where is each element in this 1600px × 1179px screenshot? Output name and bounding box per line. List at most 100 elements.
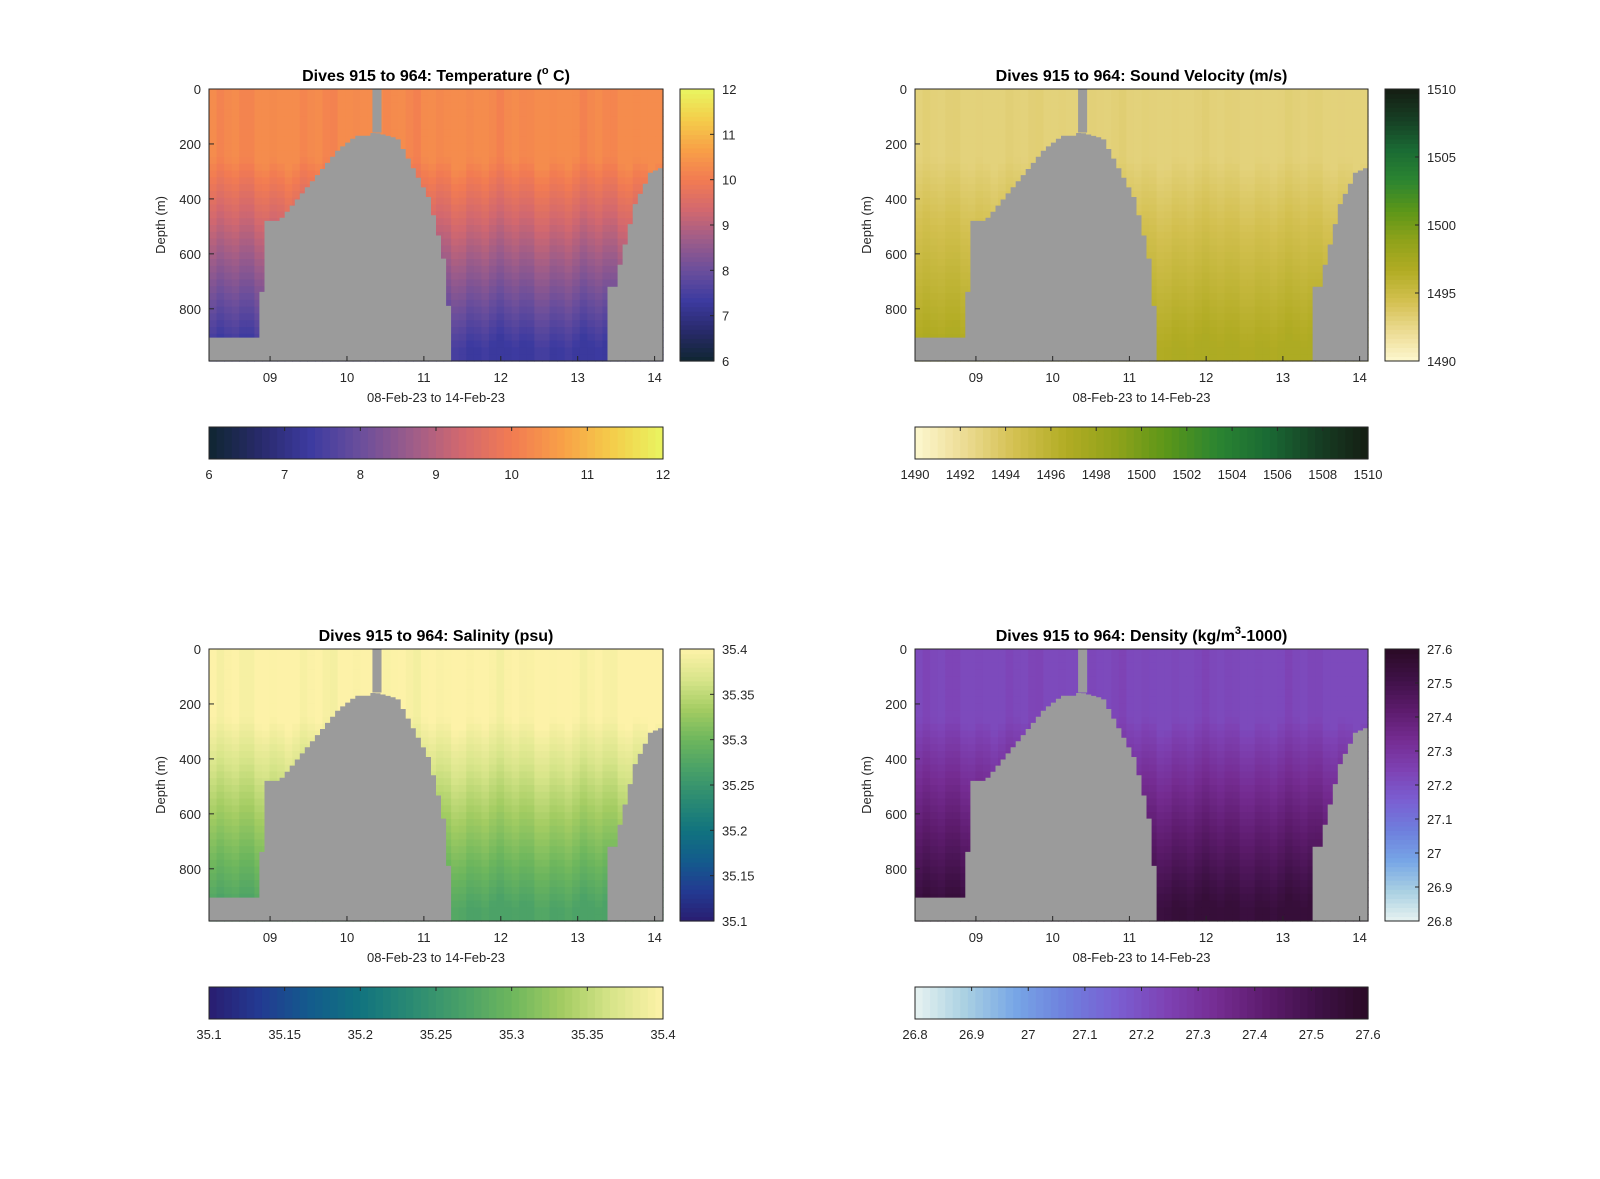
- colorbar-swatch: [680, 143, 714, 149]
- heatmap-cell: [458, 95, 467, 104]
- heatmap-cell: [1307, 320, 1316, 328]
- heatmap-cell: [922, 157, 931, 165]
- heatmap-cell: [443, 197, 452, 206]
- heatmap-cell: [496, 157, 505, 165]
- heatmap-cell: [960, 238, 969, 246]
- heatmap-cell: [496, 238, 505, 246]
- heatmap-cell: [519, 177, 528, 185]
- heatmap-cell: [458, 272, 467, 280]
- heatmap-cell: [587, 306, 596, 314]
- heatmap-cell: [1186, 129, 1195, 138]
- heatmap-cell: [1345, 157, 1354, 165]
- heatmap-cell: [1020, 143, 1029, 151]
- heatmap-cell: [1194, 89, 1203, 97]
- heatmap-cell: [990, 170, 999, 178]
- heatmap-cell: [534, 265, 543, 274]
- colorbar-swatch: [292, 427, 301, 459]
- heatmap-cell: [284, 150, 293, 158]
- heatmap-cell: [1209, 211, 1218, 219]
- heatmap-cell: [572, 299, 581, 308]
- heatmap-cell: [1277, 265, 1286, 274]
- heatmap-cell: [945, 299, 954, 308]
- heatmap-cell: [481, 204, 490, 212]
- heatmap-cell: [982, 177, 992, 185]
- heatmap-cell: [602, 218, 611, 226]
- heatmap-cell: [640, 157, 649, 165]
- heatmap-cell: [466, 191, 475, 199]
- heatmap-cell: [428, 177, 437, 185]
- heatmap-cell: [519, 157, 528, 165]
- heatmap-cell: [610, 184, 619, 192]
- heatmap-cell: [1126, 150, 1135, 158]
- heatmap-cell: [975, 163, 984, 172]
- heatmap-cell: [473, 252, 482, 260]
- heatmap-cell: [534, 191, 543, 199]
- heatmap-cell: [1247, 279, 1256, 287]
- heatmap-cell: [534, 116, 543, 124]
- heatmap-cell: [557, 225, 566, 233]
- heatmap-cell: [1269, 354, 1278, 362]
- heatmap-cell: [292, 129, 301, 138]
- heatmap-cell: [466, 320, 475, 328]
- heatmap-cell: [1292, 347, 1301, 355]
- heatmap-cell: [511, 327, 520, 335]
- colorbar-swatch: [680, 333, 714, 339]
- heatmap-cell: [1149, 163, 1158, 172]
- heatmap-cell: [1186, 293, 1195, 301]
- heatmap-cell: [930, 150, 939, 158]
- heatmap-cell: [1292, 204, 1301, 212]
- heatmap-cell: [390, 123, 399, 131]
- heatmap-cell: [549, 299, 558, 308]
- heatmap-cell: [960, 252, 969, 260]
- y-tick-label: 400: [179, 192, 201, 207]
- heatmap-cell: [930, 211, 939, 219]
- heatmap-cell: [1020, 123, 1029, 131]
- heatmap-cell: [1171, 259, 1180, 267]
- heatmap-cell: [488, 293, 498, 301]
- heatmap-cell: [1239, 320, 1248, 328]
- heatmap-cell: [937, 211, 946, 219]
- heatmap-cell: [1232, 259, 1241, 267]
- heatmap-cell: [209, 279, 218, 287]
- heatmap-cell: [1239, 286, 1248, 294]
- colorbar-swatch: [680, 252, 714, 258]
- heatmap-cell: [231, 102, 240, 110]
- heatmap-cell: [511, 163, 520, 172]
- heatmap-cell: [998, 136, 1007, 144]
- heatmap-cell: [519, 299, 528, 308]
- heatmap-cell: [1224, 177, 1233, 185]
- heatmap-cell: [922, 245, 931, 253]
- heatmap-cell: [1239, 279, 1248, 287]
- heatmap-cell: [481, 218, 490, 226]
- heatmap-cell: [504, 102, 513, 110]
- heatmap-cell: [557, 245, 566, 253]
- heatmap-cell: [602, 320, 611, 328]
- heatmap-cell: [1269, 109, 1278, 117]
- heatmap-cell: [1164, 320, 1173, 328]
- heatmap-cell: [1156, 265, 1165, 274]
- colorbar-swatch: [680, 215, 714, 222]
- heatmap-cell: [436, 102, 445, 110]
- y-tick-label: 200: [179, 137, 201, 152]
- heatmap-cell: [299, 89, 308, 97]
- heatmap-cell: [1239, 340, 1248, 348]
- heatmap-cell: [564, 177, 573, 185]
- heatmap-cell: [390, 89, 399, 97]
- heatmap-cell: [610, 129, 619, 138]
- heatmap-cell: [564, 143, 573, 151]
- heatmap-cell: [488, 272, 498, 280]
- heatmap-cell: [481, 163, 490, 172]
- heatmap-cell: [443, 231, 452, 240]
- heatmap-cell: [1277, 129, 1286, 138]
- heatmap-cell: [1050, 109, 1060, 117]
- heatmap-cell: [1360, 95, 1369, 104]
- heatmap-cell: [224, 279, 233, 287]
- heatmap-cell: [519, 340, 528, 348]
- heatmap-cell: [1269, 150, 1278, 158]
- heatmap-cell: [1232, 225, 1241, 233]
- heatmap-cell: [602, 95, 611, 104]
- heatmap-cell: [1194, 320, 1203, 328]
- heatmap-cell: [1149, 231, 1158, 240]
- heatmap-cell: [1224, 238, 1233, 246]
- colorbar-swatch: [680, 297, 714, 303]
